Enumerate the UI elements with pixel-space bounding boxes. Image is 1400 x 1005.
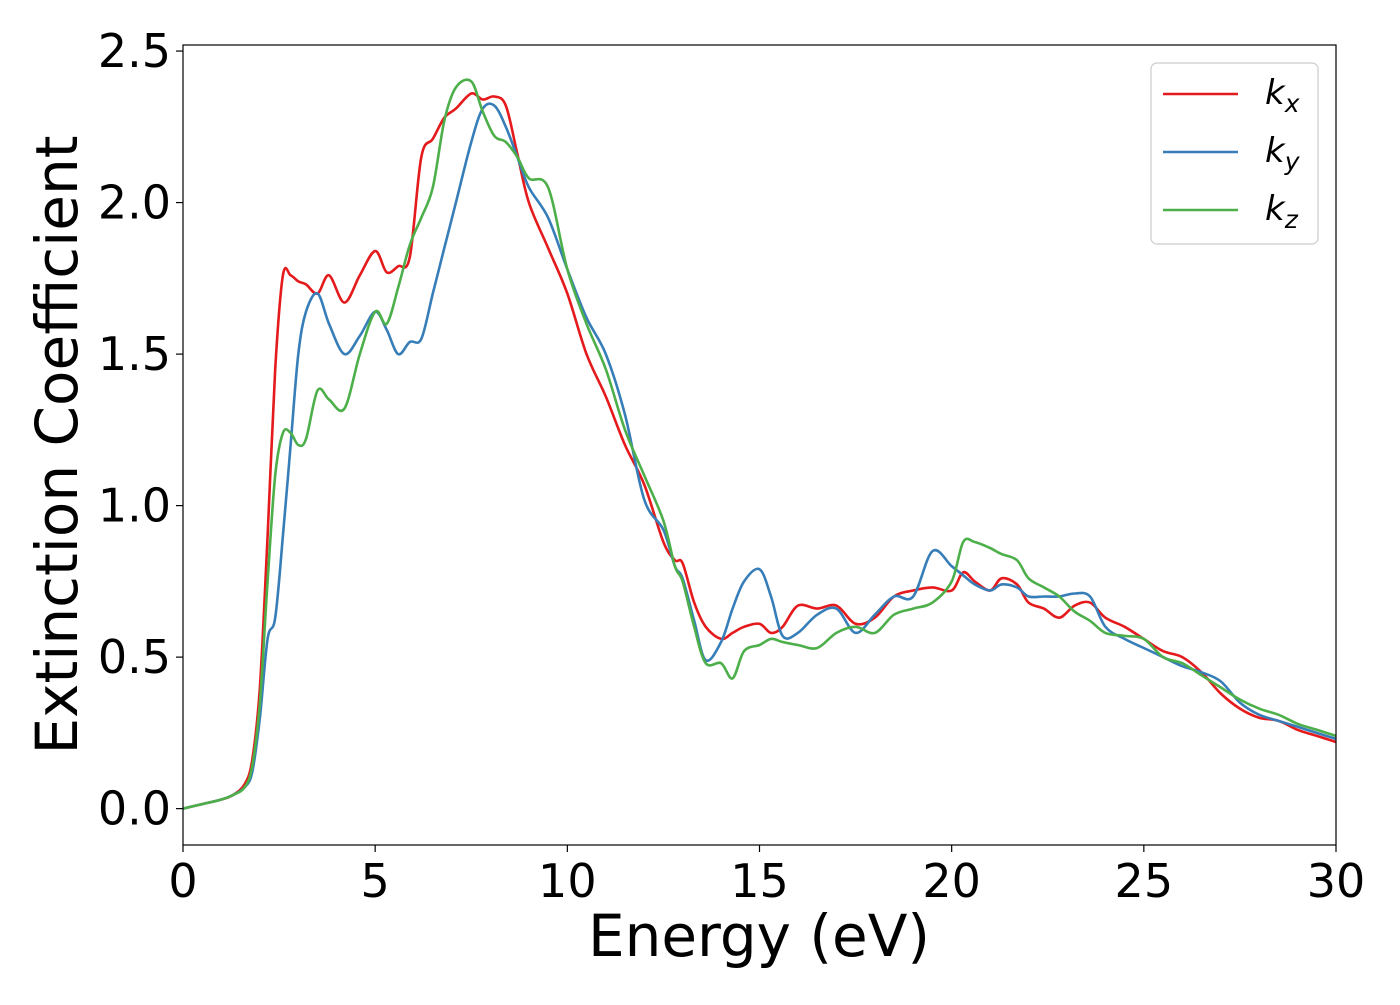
y-tick-label: 2.5 [98,24,171,78]
series-layer [182,78,1337,810]
x-axis-label: Energy (eV) [588,902,930,970]
y-axis-ticks: 0.0 0.5 1.0 1.5 2.0 2.5 [98,24,183,836]
x-tick-label: 15 [730,854,789,908]
x-tick-label: 30 [1307,854,1366,908]
x-tick-label: 10 [538,854,597,908]
y-tick-label: 0.5 [98,630,171,684]
y-axis-label: Extinction Coefficient [23,136,91,755]
x-tick-label: 25 [1115,854,1174,908]
x-tick-label: 5 [361,854,390,908]
x-tick-label: 0 [168,854,197,908]
series-line-z [182,78,1337,810]
y-tick-label: 1.5 [98,327,171,381]
y-tick-label: 2.0 [98,176,171,230]
legend-box [1150,62,1319,245]
y-tick-label: 0.0 [98,782,171,836]
y-tick-label: 1.0 [98,479,171,533]
x-tick-label: 20 [922,854,981,908]
series-line-x [182,92,1337,810]
x-axis-ticks: 0 5 10 15 20 25 30 [168,845,1365,908]
